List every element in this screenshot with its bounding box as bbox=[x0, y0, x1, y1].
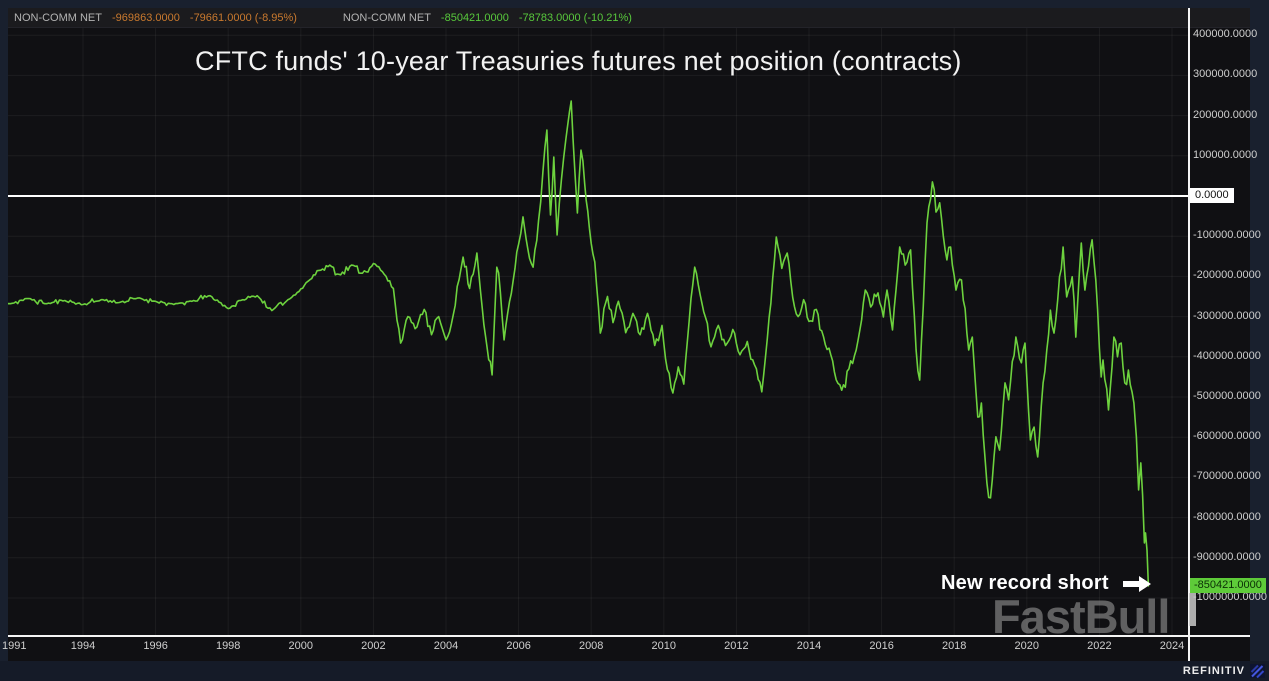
x-axis-label: 2018 bbox=[941, 640, 967, 652]
right-arrow-icon bbox=[1122, 575, 1151, 592]
y-axis-label: -500000.0000 bbox=[1193, 390, 1261, 402]
x-axis[interactable]: 1991 1994 1996 1998 2000 2002 2004 2006 2008 2010… bbox=[2, 636, 1250, 661]
legend-series-label: NON-COMM NET bbox=[342, 11, 431, 24]
chart-surface bbox=[8, 8, 1250, 661]
x-axis-label: 2016 bbox=[869, 640, 894, 652]
x-axis-line bbox=[8, 635, 1250, 637]
bottom-bar: REFINITIV bbox=[0, 661, 1269, 681]
y-axis-line bbox=[1188, 8, 1190, 661]
plot-grid bbox=[8, 28, 1188, 636]
y-axis-label: -300000.0000 bbox=[1193, 309, 1261, 322]
annotation-text: New record short bbox=[941, 572, 1109, 594]
x-axis-label: 2012 bbox=[724, 640, 749, 652]
y-axis[interactable]: 400000.0000 300000.0000 200000.0000 100000.… bbox=[1189, 28, 1267, 661]
last-price-label: -850421.0000 bbox=[1190, 578, 1266, 593]
legend-series-label: NON-COMM NET bbox=[14, 11, 102, 24]
x-axis-label: 2020 bbox=[1014, 640, 1040, 652]
x-axis-label: 1991 bbox=[2, 640, 27, 652]
x-axis-label: 2002 bbox=[361, 640, 386, 652]
x-axis-label: 1994 bbox=[70, 640, 96, 652]
x-axis-label: 2008 bbox=[578, 640, 604, 652]
legend-item-series-1[interactable]: NON-COMM NET -969863.0000 -79661.0000 (-… bbox=[14, 12, 297, 24]
fastbull-watermark: FastBull bbox=[992, 590, 1170, 643]
legend-series-change: -79661.0000 (-8.95%) bbox=[189, 11, 297, 24]
y-axis-label: 100000.0000 bbox=[1193, 148, 1258, 161]
provider-label: REFINITIV bbox=[1182, 665, 1245, 677]
y-axis-label: -100000.0000 bbox=[1193, 229, 1261, 242]
legend-item-series-2[interactable]: NON-COMM NET -850421.0000 -78783.0000 (-… bbox=[343, 12, 632, 24]
x-axis-label: 1998 bbox=[215, 640, 241, 652]
legend-series-value: -969863.0000 bbox=[112, 11, 180, 24]
x-axis-label: 2022 bbox=[1087, 640, 1112, 652]
y-axis-label: 200000.0000 bbox=[1193, 108, 1258, 121]
y-axis-label: -600000.0000 bbox=[1193, 430, 1261, 443]
x-axis-label: 1996 bbox=[143, 640, 168, 652]
refinitiv-logo-icon bbox=[1250, 664, 1265, 678]
x-axis-label: 2004 bbox=[433, 640, 459, 652]
y-axis-scroll-thumb[interactable] bbox=[1189, 593, 1196, 626]
zero-value-label: 0.0000 bbox=[1190, 188, 1234, 203]
y-axis-label: 300000.0000 bbox=[1193, 68, 1258, 81]
y-axis-label: -1000000.0000 bbox=[1193, 591, 1268, 603]
chart-title: CFTC funds' 10-year Treasuries futures n… bbox=[195, 46, 962, 76]
y-axis-label: -900000.0000 bbox=[1193, 550, 1261, 563]
y-axis-label: -200000.0000 bbox=[1193, 269, 1261, 282]
legend-series-value: -850421.0000 bbox=[440, 11, 509, 24]
x-axis-label: 2000 bbox=[288, 640, 314, 652]
y-axis-label: -800000.0000 bbox=[1193, 510, 1261, 523]
x-axis-label: 2010 bbox=[651, 640, 677, 652]
x-axis-label: 2024 bbox=[1159, 640, 1185, 652]
y-axis-label: -400000.0000 bbox=[1193, 349, 1261, 362]
legend-bar: NON-COMM NET -969863.0000 -79661.0000 (-… bbox=[8, 8, 1250, 28]
y-axis-label: -700000.0000 bbox=[1193, 470, 1261, 483]
x-axis-label: 2006 bbox=[506, 640, 531, 652]
y-axis-label: 400000.0000 bbox=[1193, 28, 1258, 41]
legend-series-change: -78783.0000 (-10.21%) bbox=[518, 11, 632, 24]
x-axis-label: 2014 bbox=[796, 640, 822, 652]
annotation-new-record-short[interactable]: New record short bbox=[941, 572, 1153, 595]
price-line-chart[interactable] bbox=[8, 28, 1188, 636]
